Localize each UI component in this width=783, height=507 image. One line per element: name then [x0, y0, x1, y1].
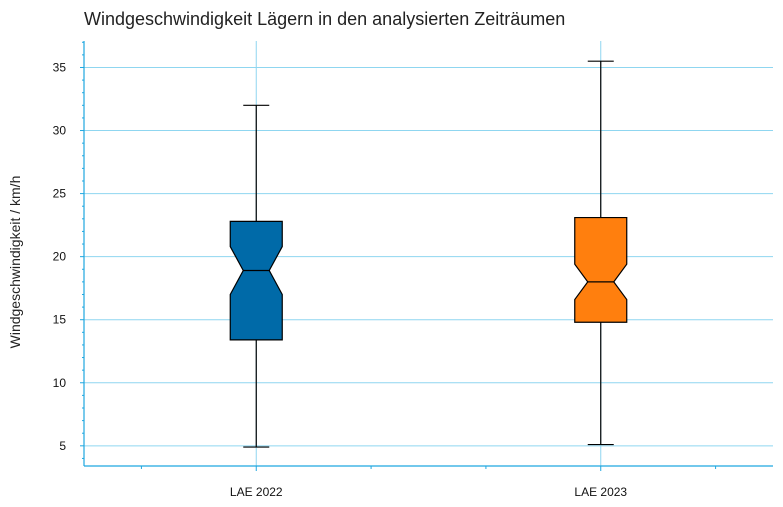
y-tick-label: 35 — [53, 60, 67, 74]
boxes — [229, 60, 628, 448]
y-tick-label: 5 — [59, 439, 66, 453]
grid — [84, 41, 773, 466]
box-body — [574, 216, 628, 323]
box-2 — [574, 60, 628, 446]
y-tick-label: 25 — [53, 187, 67, 201]
y-tick-label: 20 — [53, 250, 67, 264]
y-tick-label: 30 — [53, 124, 67, 138]
box-1 — [229, 104, 283, 448]
x-tick-label: LAE 2022 — [230, 485, 283, 499]
y-tick-label: 10 — [53, 376, 67, 390]
tick-labels: 5 10 15 20 25 30 35 LAE 2022 LAE 2023 — [53, 60, 628, 499]
x-tick-label: LAE 2023 — [574, 485, 627, 499]
box-body — [229, 220, 283, 341]
axes — [80, 41, 773, 471]
y-axis-label: Windgeschwindigkeit / km/h — [7, 176, 23, 349]
y-tick-label: 15 — [53, 313, 67, 327]
chart-title: Windgeschwindigkeit Lägern in den analys… — [84, 9, 565, 29]
